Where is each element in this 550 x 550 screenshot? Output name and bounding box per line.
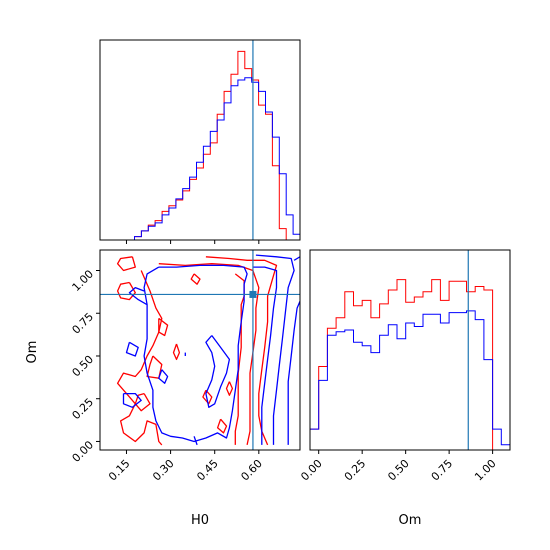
contour-blue-1 bbox=[252, 266, 278, 445]
contour-blue-9 bbox=[125, 341, 139, 357]
y-tick-label-Om: 1.00 bbox=[70, 267, 97, 294]
contour-red-2 bbox=[234, 273, 245, 445]
contour-blue-11 bbox=[158, 369, 169, 384]
contour-red-9 bbox=[172, 343, 181, 361]
x-tick-label-H0: 0.45 bbox=[194, 457, 221, 484]
y-tick-label-Om: 0.25 bbox=[70, 396, 97, 423]
contour-red-6 bbox=[146, 355, 163, 379]
xlabel-Om: Om bbox=[399, 513, 422, 528]
contour-blue-5 bbox=[128, 286, 148, 306]
contour-red-4 bbox=[116, 281, 136, 301]
hist-H0-series-blue bbox=[100, 77, 300, 240]
contour-blue-8 bbox=[122, 392, 142, 408]
hist-Om-plot-area bbox=[310, 250, 510, 450]
x-tick-label-H0: 0.30 bbox=[150, 457, 177, 484]
hist-Om-series-red bbox=[310, 279, 510, 450]
x-tick-label-Om: 0.00 bbox=[298, 457, 325, 484]
xlabel-H0: H0 bbox=[191, 513, 209, 528]
panel-2d-plot-area bbox=[100, 250, 300, 450]
y-tick-label-Om: 0.00 bbox=[70, 438, 97, 465]
panel-2d-frame bbox=[99, 249, 301, 451]
hist-Om-series-blue bbox=[310, 310, 510, 450]
contour-red-13 bbox=[225, 381, 234, 396]
x-tick-label-H0: 0.15 bbox=[106, 457, 133, 484]
contour-red-1 bbox=[158, 263, 260, 446]
x-tick-label-Om: 0.25 bbox=[342, 457, 369, 484]
x-tick-label-Om: 0.75 bbox=[429, 457, 456, 484]
panel-hist-H0 bbox=[99, 39, 301, 244]
contour-blue-2 bbox=[293, 256, 300, 261]
contour-blue-6 bbox=[205, 335, 231, 408]
y-tick-label-Om: 0.50 bbox=[70, 353, 97, 380]
panel-2d-H0-Om: 0.15 0.30 0.45 0.60 0.00 0.25 0.50 0.75 1.00 bbox=[70, 249, 301, 484]
contour-blue-10 bbox=[193, 436, 198, 446]
y-tick-label-Om: 0.75 bbox=[70, 310, 97, 337]
truth-marker bbox=[249, 290, 257, 298]
x-tick-label-Om: 0.50 bbox=[385, 457, 412, 484]
contour-red-10 bbox=[190, 273, 201, 285]
hist-H0-frame bbox=[99, 39, 301, 241]
contour-red-8 bbox=[158, 317, 169, 337]
panel-hist-Om: 0.00 0.25 0.50 0.75 1.00 bbox=[298, 249, 511, 484]
x-tick-label-H0: 0.60 bbox=[238, 457, 265, 484]
hist-H0-plot-area bbox=[100, 40, 300, 240]
contour-blue-0 bbox=[255, 254, 295, 445]
contour-red-11 bbox=[202, 389, 213, 405]
hist-Om-frame bbox=[309, 249, 511, 451]
contour-red-3 bbox=[116, 256, 136, 272]
contour-red-0 bbox=[205, 256, 278, 446]
contour-red-12 bbox=[216, 418, 228, 434]
contour-blue-3 bbox=[287, 301, 300, 445]
hist-H0-series-red bbox=[100, 50, 300, 240]
ylabel-Om: Om bbox=[25, 341, 40, 364]
x-tick-label-Om: 1.00 bbox=[472, 457, 499, 484]
contour-blue-4 bbox=[143, 264, 248, 443]
contour-red-7 bbox=[134, 392, 151, 412]
contour-red-5 bbox=[116, 270, 163, 446]
